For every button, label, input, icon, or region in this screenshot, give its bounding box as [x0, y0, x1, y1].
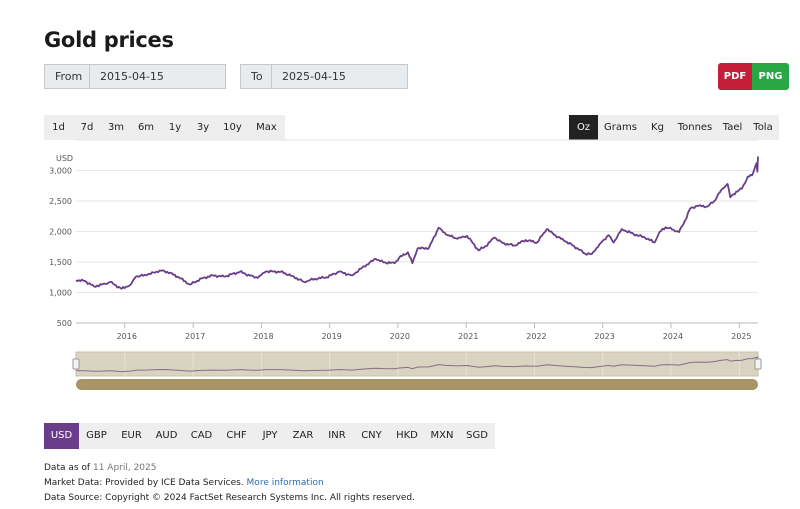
unit-button-tonnes[interactable]: Tonnes: [677, 122, 713, 133]
y-tick-label: 1,000: [49, 289, 72, 298]
more-information-link[interactable]: More information: [246, 478, 324, 488]
to-label: To: [241, 65, 272, 88]
data-as-of-line: Data as of 11 April, 2025: [44, 463, 156, 473]
unit-button-grams[interactable]: Grams: [604, 122, 637, 133]
png-export-button[interactable]: PNG: [752, 63, 789, 90]
x-tick-label: 2019: [321, 332, 341, 341]
to-date-field[interactable]: To 2025-04-15: [240, 64, 408, 89]
currency-button-gbp[interactable]: GBP: [86, 430, 107, 441]
currency-button-jpy[interactable]: JPY: [262, 430, 278, 441]
x-tick-label: 2017: [185, 332, 205, 341]
to-date-input[interactable]: 2025-04-15: [272, 65, 407, 88]
navigator-scrollbar[interactable]: [76, 379, 758, 390]
x-tick-label: 2021: [458, 332, 478, 341]
from-date-input[interactable]: 2015-04-15: [90, 65, 225, 88]
navigator-right-handle[interactable]: [754, 358, 762, 370]
currency-button-zar[interactable]: ZAR: [292, 430, 314, 441]
y-tick-label: 1,500: [49, 258, 72, 267]
x-tick-label: 2025: [731, 332, 751, 341]
unit-button-tola[interactable]: Tola: [753, 122, 773, 133]
currency-button-sgd[interactable]: SGD: [466, 430, 488, 441]
y-tick-label: 2,500: [49, 197, 72, 206]
y-axis-label: USD: [56, 154, 73, 163]
unit-button-kg[interactable]: Kg: [651, 122, 664, 133]
range-button-1d[interactable]: 1d: [52, 122, 65, 133]
navigator-left-handle[interactable]: [72, 358, 80, 370]
x-tick-label: 2023: [595, 332, 615, 341]
x-tick-label: 2022: [526, 332, 546, 341]
range-button-1y[interactable]: 1y: [168, 122, 182, 133]
currency-button-chf[interactable]: CHF: [226, 430, 247, 441]
range-button-3m[interactable]: 3m: [107, 122, 125, 133]
y-tick-label: 3,000: [49, 167, 72, 176]
pdf-export-button[interactable]: PDF: [718, 63, 752, 90]
navigator-range: [75, 351, 759, 377]
currency-button-aud[interactable]: AUD: [155, 430, 178, 441]
range-button-3y[interactable]: 3y: [196, 122, 210, 133]
currency-button-usd[interactable]: USD: [44, 423, 79, 449]
unit-selector: Oz Grams Kg Tonnes Tael Tola: [569, 115, 779, 140]
x-tick-label: 2018: [253, 332, 273, 341]
price-line-series: [75, 156, 759, 290]
currency-selector: USD GBP EUR AUD CAD CHF JPY ZAR INR CNY HKD MXN SGD: [44, 423, 495, 449]
market-data-line: Market Data: Provided by ICE Data Servic…: [44, 478, 324, 488]
currency-button-mxn[interactable]: MXN: [430, 430, 454, 441]
range-button-7d[interactable]: 7d: [80, 122, 94, 133]
range-button-10y[interactable]: 10y: [223, 122, 242, 133]
y-tick-label: 500: [57, 319, 72, 328]
currency-button-cny[interactable]: CNY: [361, 430, 382, 441]
unit-button-oz[interactable]: Oz: [569, 115, 598, 140]
page-title: Gold prices: [44, 28, 174, 52]
range-button-6m[interactable]: 6m: [137, 122, 155, 133]
time-range-selector: 1d 7d 3m 6m 1y 3y 10y Max: [44, 115, 285, 140]
currency-button-hkd[interactable]: HKD: [396, 430, 418, 441]
currency-button-inr[interactable]: INR: [328, 430, 346, 441]
data-source-line: Data Source: Copyright © 2024 FactSet Re…: [44, 493, 415, 503]
navigator-series: [75, 356, 759, 373]
x-tick-label: 2020: [390, 332, 410, 341]
y-tick-label: 2,000: [49, 228, 72, 237]
data-as-of-label: Data as of: [44, 463, 91, 473]
price-chart: USD 500 1,000 1,500 2,000 2,500 3,000 2016 2017 2…: [49, 139, 762, 390]
x-tick-label: 2016: [117, 332, 137, 341]
currency-button-cad[interactable]: CAD: [190, 430, 213, 441]
market-data-text: Market Data: Provided by ICE Data Servic…: [44, 478, 244, 488]
range-button-max[interactable]: Max: [256, 122, 277, 133]
unit-button-tael[interactable]: Tael: [722, 122, 743, 133]
currency-button-eur[interactable]: EUR: [121, 430, 142, 441]
x-tick-label: 2024: [663, 332, 683, 341]
from-label: From: [45, 65, 90, 88]
data-as-of-date: 11 April, 2025: [92, 463, 157, 473]
from-date-field[interactable]: From 2015-04-15: [44, 64, 226, 89]
